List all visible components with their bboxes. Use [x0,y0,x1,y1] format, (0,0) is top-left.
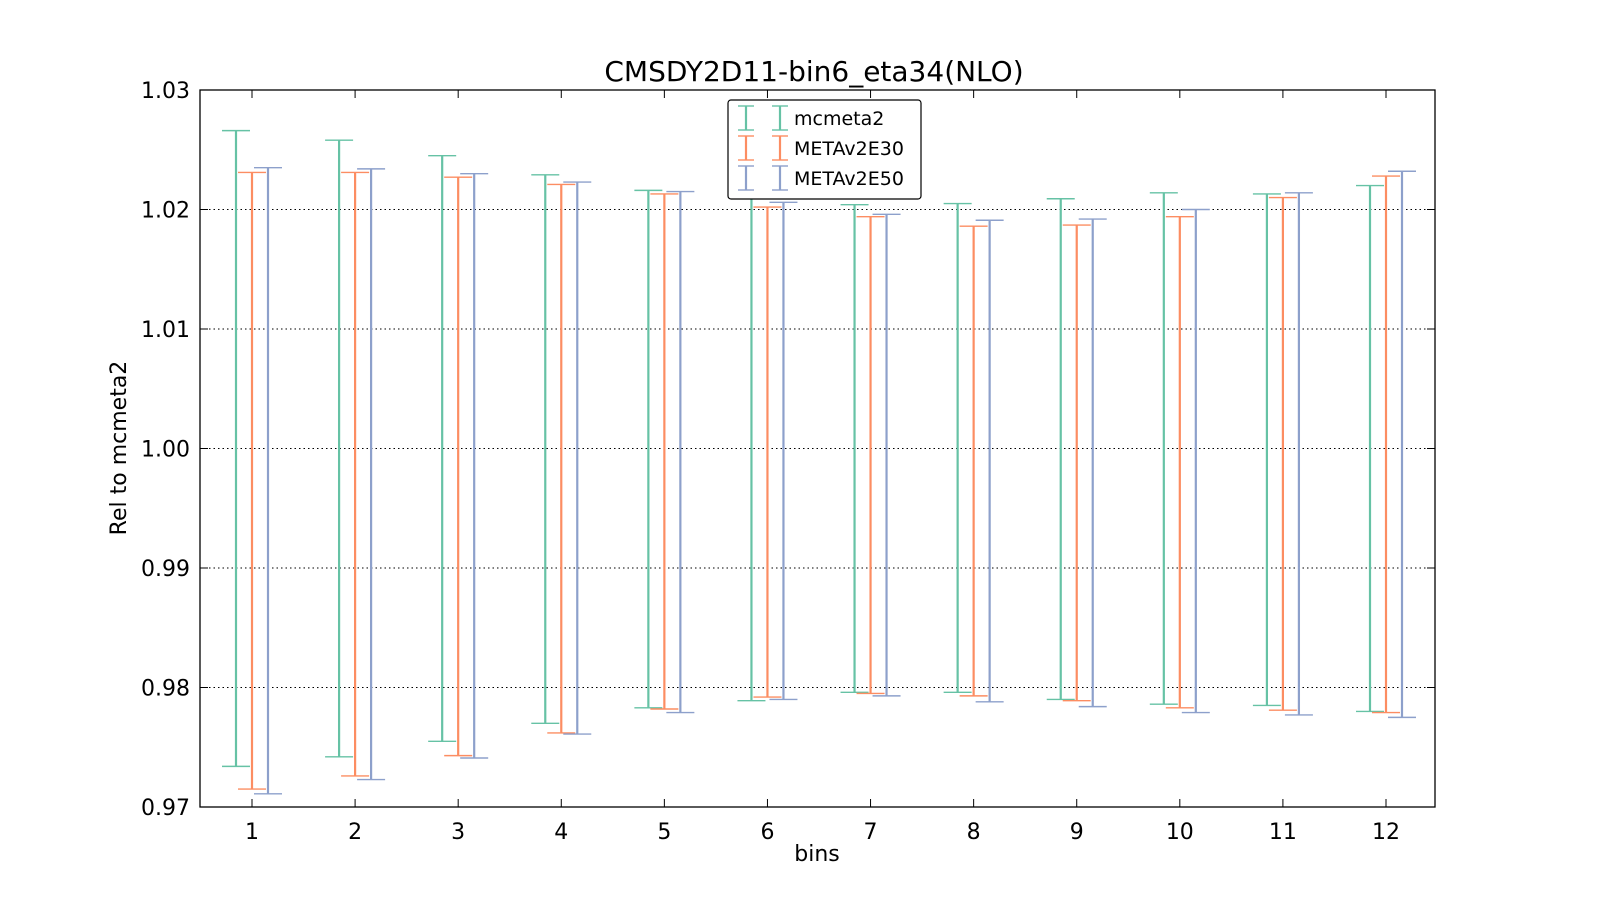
x-tick-label: 4 [554,820,568,845]
legend-entry: mcmeta2 [738,105,884,131]
y-tick-label: 0.98 [141,677,190,702]
x-tick-label: 9 [1070,820,1084,845]
series-METAv2E30-errorbars [238,171,1400,790]
x-tick-label: 12 [1372,820,1400,845]
series-METAv2E50-errorbars [254,166,1416,795]
legend-label: METAv2E30 [794,138,904,160]
x-tick-label: 1 [245,820,259,845]
x-tick-label: 5 [657,820,671,845]
chart-title: CMSDY2D11-bin6_eta34(NLO) [604,55,1023,88]
y-tick-label: 1.00 [141,438,190,463]
x-tick-label: 7 [864,820,878,845]
x-axis-label: bins [794,842,839,867]
y-tick-label: 0.97 [141,796,190,821]
y-axis-label: Rel to mcmeta2 [107,361,132,536]
error-bars [222,129,1416,795]
legend-label: mcmeta2 [794,108,884,130]
x-tick-label: 10 [1166,820,1194,845]
legend-box [727,99,922,200]
x-tick-label: 2 [348,820,362,845]
y-tick-label: 1.02 [141,199,190,224]
y-tick-label: 1.01 [141,318,190,343]
legend: mcmeta2 METAv2E30 METAv2E50 [727,99,922,200]
x-tick-label: 8 [967,820,981,845]
x-tick-label: 11 [1269,820,1297,845]
y-tick-label: 1.03 [141,79,190,104]
x-tick-label: 6 [760,820,774,845]
axis-ticks: 0.970.980.991.001.011.021.031 2 3 4 5 6 7 8 9 10 1… [141,79,1435,845]
y-tick-label: 0.99 [141,557,190,582]
x-tick-label: 3 [451,820,465,845]
legend-entry: METAv2E50 [738,165,904,191]
series-mcmeta2-errorbars [222,129,1384,768]
legend-label: METAv2E50 [794,168,904,190]
grid-lines [200,209,1435,688]
legend-entry: METAv2E30 [738,135,904,161]
